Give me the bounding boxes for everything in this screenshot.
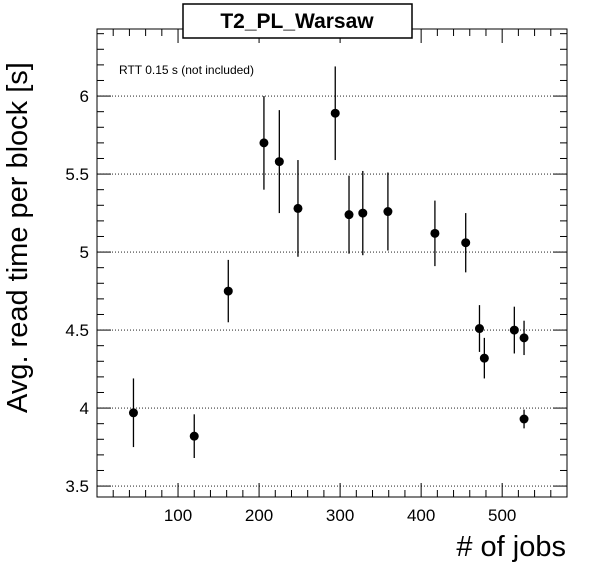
data-point: [330, 108, 340, 118]
x-tick-label: 200: [245, 506, 273, 525]
y-tick-label: 5: [80, 243, 89, 262]
data-point: [430, 228, 440, 238]
y-tick-label: 6: [80, 87, 89, 106]
title-box: [182, 3, 413, 39]
grid-lines: [97, 95, 567, 487]
rtt-annotation: RTT 0.15 s (not included): [119, 63, 254, 77]
x-tick-label: 500: [488, 506, 516, 525]
y-tick-label: 5.5: [65, 165, 89, 184]
tick-labels: 3.5 4 4.5 5 5.5 6 100 200 300 400 500: [65, 87, 516, 525]
data-point: [259, 138, 269, 148]
x-axis-title: # of jobs: [456, 531, 566, 563]
x-tick-label: 300: [326, 506, 354, 525]
plot-frame: [96, 28, 568, 498]
y-axis-title: Avg. read time per block [s]: [2, 62, 34, 413]
data-point: [223, 286, 233, 296]
y-tick-label: 4.5: [65, 321, 89, 340]
data-point: [519, 414, 529, 424]
data-point: [293, 203, 303, 213]
data-point: [509, 325, 519, 335]
data-point: [479, 353, 489, 363]
data-points: [128, 108, 529, 441]
error-bars: [132, 66, 525, 458]
data-point: [344, 210, 354, 220]
y-tick-label: 3.5: [65, 477, 89, 496]
data-point: [274, 157, 284, 167]
x-tick-label: 100: [164, 506, 192, 525]
data-point: [358, 208, 368, 218]
data-point: [461, 238, 471, 248]
data-point: [189, 431, 199, 441]
chart-title: T2_PL_Warsaw: [220, 10, 374, 33]
axis-ticks: [97, 29, 567, 497]
y-tick-label: 4: [80, 399, 89, 418]
data-point: [519, 333, 529, 343]
x-tick-label: 400: [407, 506, 435, 525]
data-point: [383, 207, 393, 217]
data-point: [128, 408, 138, 418]
data-point: [474, 324, 484, 334]
